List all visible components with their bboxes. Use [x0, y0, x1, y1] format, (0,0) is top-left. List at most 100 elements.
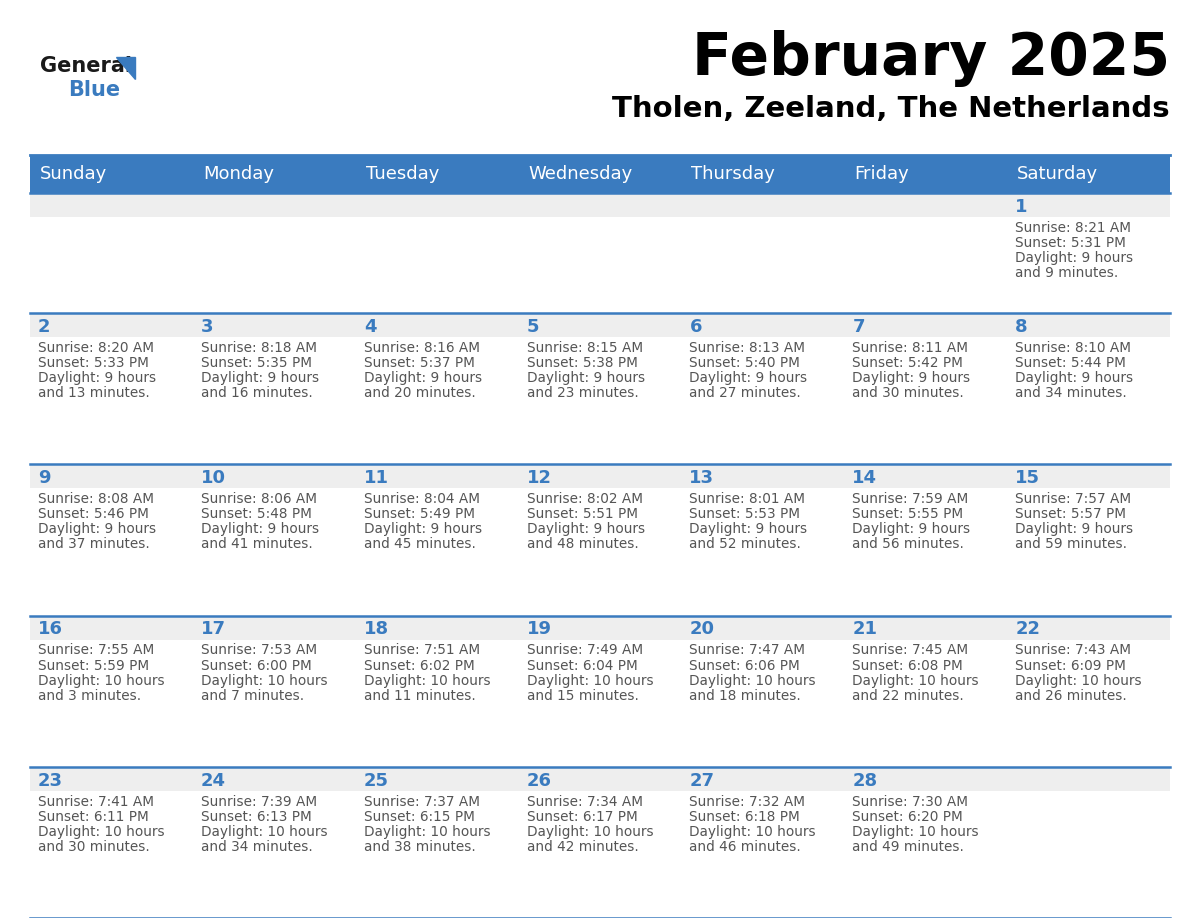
Bar	[192, 615, 355, 767]
Text: Sunrise: 7:51 AM: Sunrise: 7:51 AM	[364, 644, 480, 657]
Text: Sunset: 5:48 PM: Sunset: 5:48 PM	[201, 508, 311, 521]
Text: and 7 minutes.: and 7 minutes.	[201, 688, 304, 702]
Text: Sunrise: 8:21 AM: Sunrise: 8:21 AM	[1015, 221, 1131, 235]
Text: Sunset: 5:38 PM: Sunset: 5:38 PM	[526, 356, 638, 370]
Text: Sunset: 6:13 PM: Sunset: 6:13 PM	[201, 810, 311, 823]
Bar	[30, 465, 1170, 488]
Text: Daylight: 9 hours: Daylight: 9 hours	[38, 371, 156, 385]
Text: Blue: Blue	[68, 80, 120, 100]
Text: Sunset: 6:18 PM: Sunset: 6:18 PM	[689, 810, 801, 823]
Text: Sunrise: 7:37 AM: Sunrise: 7:37 AM	[364, 795, 480, 809]
Bar	[30, 155, 192, 193]
Text: Sunrise: 8:11 AM: Sunrise: 8:11 AM	[852, 341, 968, 355]
Text: Sunset: 5:40 PM: Sunset: 5:40 PM	[689, 356, 801, 370]
Text: 17: 17	[201, 621, 226, 639]
Bar	[845, 193, 1007, 313]
Text: Daylight: 10 hours: Daylight: 10 hours	[38, 824, 165, 839]
Text: 13: 13	[689, 469, 714, 487]
Text: Sunrise: 8:04 AM: Sunrise: 8:04 AM	[364, 492, 480, 506]
Bar	[682, 313, 845, 465]
Text: 20: 20	[689, 621, 714, 639]
Text: Daylight: 9 hours: Daylight: 9 hours	[852, 371, 971, 385]
Text: Daylight: 9 hours: Daylight: 9 hours	[201, 371, 320, 385]
Text: Daylight: 10 hours: Daylight: 10 hours	[1015, 674, 1142, 688]
Bar	[355, 767, 519, 918]
Text: and 49 minutes.: and 49 minutes.	[852, 840, 965, 854]
Bar	[355, 155, 519, 193]
Text: 4: 4	[364, 318, 377, 336]
Bar	[30, 767, 1170, 790]
Text: 28: 28	[852, 772, 878, 789]
Text: Sunrise: 7:59 AM: Sunrise: 7:59 AM	[852, 492, 968, 506]
Text: Sunset: 5:53 PM: Sunset: 5:53 PM	[689, 508, 801, 521]
Bar	[192, 193, 355, 313]
Text: 10: 10	[201, 469, 226, 487]
Text: Sunset: 5:35 PM: Sunset: 5:35 PM	[201, 356, 312, 370]
Bar	[355, 313, 519, 465]
Text: General: General	[40, 56, 132, 76]
Text: Daylight: 9 hours: Daylight: 9 hours	[526, 371, 645, 385]
Text: Sunset: 5:51 PM: Sunset: 5:51 PM	[526, 508, 638, 521]
Bar	[845, 155, 1007, 193]
Text: and 56 minutes.: and 56 minutes.	[852, 537, 965, 551]
Text: and 37 minutes.: and 37 minutes.	[38, 537, 150, 551]
Text: Daylight: 10 hours: Daylight: 10 hours	[364, 824, 491, 839]
Text: Wednesday: Wednesday	[529, 165, 633, 183]
Text: Sunrise: 7:57 AM: Sunrise: 7:57 AM	[1015, 492, 1131, 506]
Bar	[682, 155, 845, 193]
Text: and 48 minutes.: and 48 minutes.	[526, 537, 638, 551]
Text: 19: 19	[526, 621, 551, 639]
Text: 3: 3	[201, 318, 214, 336]
Text: Sunset: 6:11 PM: Sunset: 6:11 PM	[38, 810, 148, 823]
Bar	[30, 313, 1170, 337]
Text: Sunrise: 8:20 AM: Sunrise: 8:20 AM	[38, 341, 154, 355]
Text: Sunset: 5:59 PM: Sunset: 5:59 PM	[38, 658, 150, 673]
Text: Daylight: 9 hours: Daylight: 9 hours	[1015, 522, 1133, 536]
Text: Tuesday: Tuesday	[366, 165, 440, 183]
Text: Thursday: Thursday	[691, 165, 776, 183]
Text: 23: 23	[38, 772, 63, 789]
Text: Sunrise: 7:55 AM: Sunrise: 7:55 AM	[38, 644, 154, 657]
Text: Sunset: 5:33 PM: Sunset: 5:33 PM	[38, 356, 148, 370]
Bar	[1007, 615, 1170, 767]
Text: and 13 minutes.: and 13 minutes.	[38, 386, 150, 400]
Text: Sunrise: 7:47 AM: Sunrise: 7:47 AM	[689, 644, 805, 657]
Text: Saturday: Saturday	[1017, 165, 1098, 183]
Bar	[355, 193, 519, 313]
Text: Daylight: 9 hours: Daylight: 9 hours	[852, 522, 971, 536]
Text: 12: 12	[526, 469, 551, 487]
Text: and 20 minutes.: and 20 minutes.	[364, 386, 475, 400]
Text: Sunset: 6:17 PM: Sunset: 6:17 PM	[526, 810, 637, 823]
Bar	[30, 465, 192, 615]
Text: 27: 27	[689, 772, 714, 789]
Text: Daylight: 9 hours: Daylight: 9 hours	[689, 522, 808, 536]
Text: Sunset: 6:08 PM: Sunset: 6:08 PM	[852, 658, 963, 673]
Text: 25: 25	[364, 772, 388, 789]
Bar	[845, 465, 1007, 615]
Text: and 52 minutes.: and 52 minutes.	[689, 537, 801, 551]
Text: 7: 7	[852, 318, 865, 336]
Text: Daylight: 10 hours: Daylight: 10 hours	[526, 824, 653, 839]
Text: and 30 minutes.: and 30 minutes.	[852, 386, 963, 400]
Text: and 46 minutes.: and 46 minutes.	[689, 840, 801, 854]
Text: and 34 minutes.: and 34 minutes.	[201, 840, 312, 854]
Text: Daylight: 10 hours: Daylight: 10 hours	[689, 674, 816, 688]
Text: Daylight: 9 hours: Daylight: 9 hours	[1015, 371, 1133, 385]
Text: Sunset: 5:49 PM: Sunset: 5:49 PM	[364, 508, 475, 521]
Text: Daylight: 9 hours: Daylight: 9 hours	[38, 522, 156, 536]
Bar	[192, 465, 355, 615]
Text: Sunrise: 8:18 AM: Sunrise: 8:18 AM	[201, 341, 317, 355]
Text: Sunset: 6:04 PM: Sunset: 6:04 PM	[526, 658, 637, 673]
Text: Sunrise: 7:43 AM: Sunrise: 7:43 AM	[1015, 644, 1131, 657]
Text: Daylight: 10 hours: Daylight: 10 hours	[201, 824, 328, 839]
Text: Daylight: 9 hours: Daylight: 9 hours	[689, 371, 808, 385]
Bar	[30, 313, 192, 465]
Text: Sunset: 5:46 PM: Sunset: 5:46 PM	[38, 508, 148, 521]
Bar	[845, 615, 1007, 767]
Text: Daylight: 10 hours: Daylight: 10 hours	[689, 824, 816, 839]
Text: Sunrise: 7:45 AM: Sunrise: 7:45 AM	[852, 644, 968, 657]
Text: Daylight: 10 hours: Daylight: 10 hours	[852, 674, 979, 688]
Text: 14: 14	[852, 469, 877, 487]
Text: Sunset: 6:06 PM: Sunset: 6:06 PM	[689, 658, 801, 673]
Bar	[30, 615, 1170, 640]
